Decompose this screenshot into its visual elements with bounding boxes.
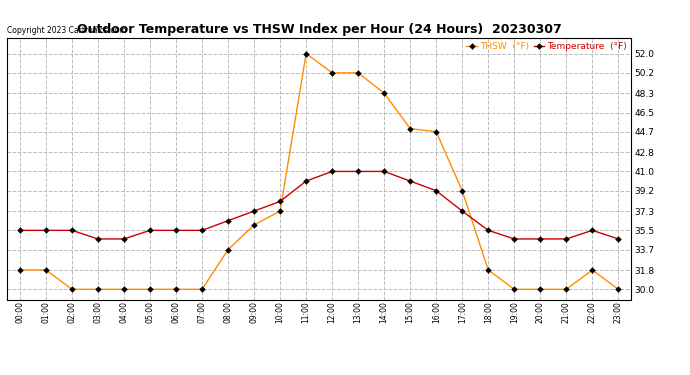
THSW  (°F): [302, 51, 311, 56]
THSW  (°F): [458, 189, 466, 193]
Temperature  (°F): [484, 228, 493, 232]
THSW  (°F): [198, 287, 206, 291]
Temperature  (°F): [588, 228, 596, 232]
Temperature  (°F): [120, 237, 128, 241]
Title: Outdoor Temperature vs THSW Index per Hour (24 Hours)  20230307: Outdoor Temperature vs THSW Index per Ho…: [77, 23, 562, 36]
THSW  (°F): [432, 129, 440, 134]
THSW  (°F): [484, 268, 493, 272]
THSW  (°F): [146, 287, 154, 291]
THSW  (°F): [42, 268, 50, 272]
THSW  (°F): [224, 248, 233, 252]
Temperature  (°F): [172, 228, 180, 232]
Temperature  (°F): [16, 228, 24, 232]
Temperature  (°F): [198, 228, 206, 232]
THSW  (°F): [406, 126, 414, 131]
THSW  (°F): [510, 287, 518, 291]
Line: Temperature  (°F): Temperature (°F): [18, 170, 620, 241]
Temperature  (°F): [146, 228, 154, 232]
Temperature  (°F): [42, 228, 50, 232]
Temperature  (°F): [380, 169, 388, 174]
Temperature  (°F): [562, 237, 571, 241]
Temperature  (°F): [302, 179, 311, 183]
Temperature  (°F): [276, 199, 284, 204]
THSW  (°F): [94, 287, 102, 291]
THSW  (°F): [588, 268, 596, 272]
THSW  (°F): [354, 70, 362, 75]
THSW  (°F): [16, 268, 24, 272]
Temperature  (°F): [354, 169, 362, 174]
Temperature  (°F): [68, 228, 76, 232]
THSW  (°F): [172, 287, 180, 291]
Temperature  (°F): [328, 169, 336, 174]
THSW  (°F): [276, 209, 284, 213]
THSW  (°F): [250, 223, 258, 227]
Temperature  (°F): [250, 209, 258, 213]
Temperature  (°F): [458, 209, 466, 213]
Temperature  (°F): [406, 179, 414, 183]
Temperature  (°F): [432, 189, 440, 193]
THSW  (°F): [562, 287, 571, 291]
THSW  (°F): [614, 287, 622, 291]
Temperature  (°F): [94, 237, 102, 241]
THSW  (°F): [380, 91, 388, 96]
Text: Copyright 2023 Cartronics.com: Copyright 2023 Cartronics.com: [7, 26, 126, 35]
Temperature  (°F): [536, 237, 544, 241]
Temperature  (°F): [224, 219, 233, 223]
Line: THSW  (°F): THSW (°F): [18, 51, 620, 291]
Temperature  (°F): [614, 237, 622, 241]
Legend: THSW  (°F), Temperature  (°F): THSW (°F), Temperature (°F): [466, 42, 627, 51]
THSW  (°F): [120, 287, 128, 291]
THSW  (°F): [536, 287, 544, 291]
THSW  (°F): [328, 70, 336, 75]
Temperature  (°F): [510, 237, 518, 241]
THSW  (°F): [68, 287, 76, 291]
